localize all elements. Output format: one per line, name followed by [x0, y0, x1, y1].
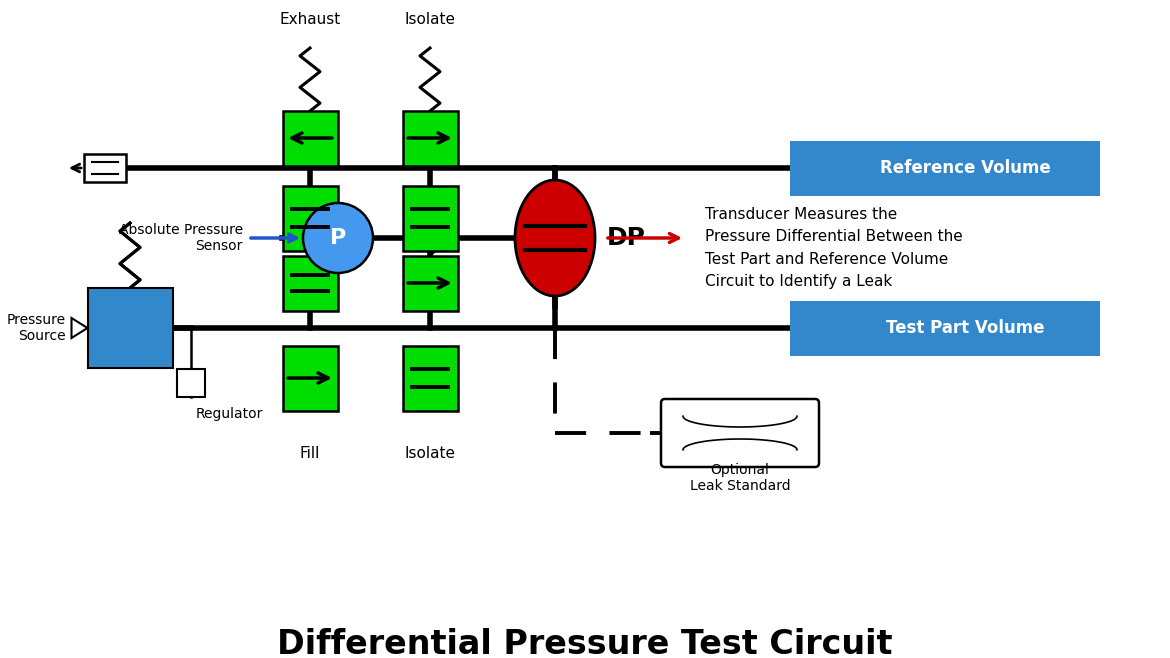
Bar: [402, 345, 457, 411]
Text: Pressure
Source: Pressure Source: [6, 313, 66, 343]
Bar: [282, 186, 337, 251]
Bar: [790, 301, 1100, 355]
Bar: [402, 186, 457, 251]
Text: Absolute Pressure
Sensor: Absolute Pressure Sensor: [119, 223, 243, 253]
Text: Test Part Volume: Test Part Volume: [886, 319, 1045, 337]
Text: Reference Volume: Reference Volume: [880, 159, 1051, 177]
Text: Exhaust: Exhaust: [280, 13, 340, 28]
Bar: [177, 369, 205, 397]
Bar: [402, 111, 457, 166]
Circle shape: [303, 203, 373, 273]
Text: Transducer Measures the
Pressure Differential Between the
Test Part and Referenc: Transducer Measures the Pressure Differe…: [706, 207, 963, 289]
Ellipse shape: [515, 180, 596, 296]
Polygon shape: [71, 318, 88, 338]
Text: Isolate: Isolate: [405, 13, 455, 28]
Bar: [282, 111, 337, 166]
Text: Fill: Fill: [300, 445, 321, 461]
Text: Optional
Leak Standard: Optional Leak Standard: [689, 463, 790, 493]
Bar: [282, 255, 337, 311]
Bar: [282, 345, 337, 411]
Text: DP: DP: [607, 226, 646, 250]
Text: P: P: [330, 228, 346, 248]
Text: Regulator: Regulator: [195, 407, 263, 421]
FancyBboxPatch shape: [661, 399, 819, 467]
Bar: [88, 288, 172, 368]
Bar: [402, 255, 457, 311]
Bar: [790, 141, 1100, 195]
Text: Differential Pressure Test Circuit: Differential Pressure Test Circuit: [277, 628, 893, 658]
Text: Isolate: Isolate: [405, 445, 455, 461]
Bar: [84, 154, 126, 182]
